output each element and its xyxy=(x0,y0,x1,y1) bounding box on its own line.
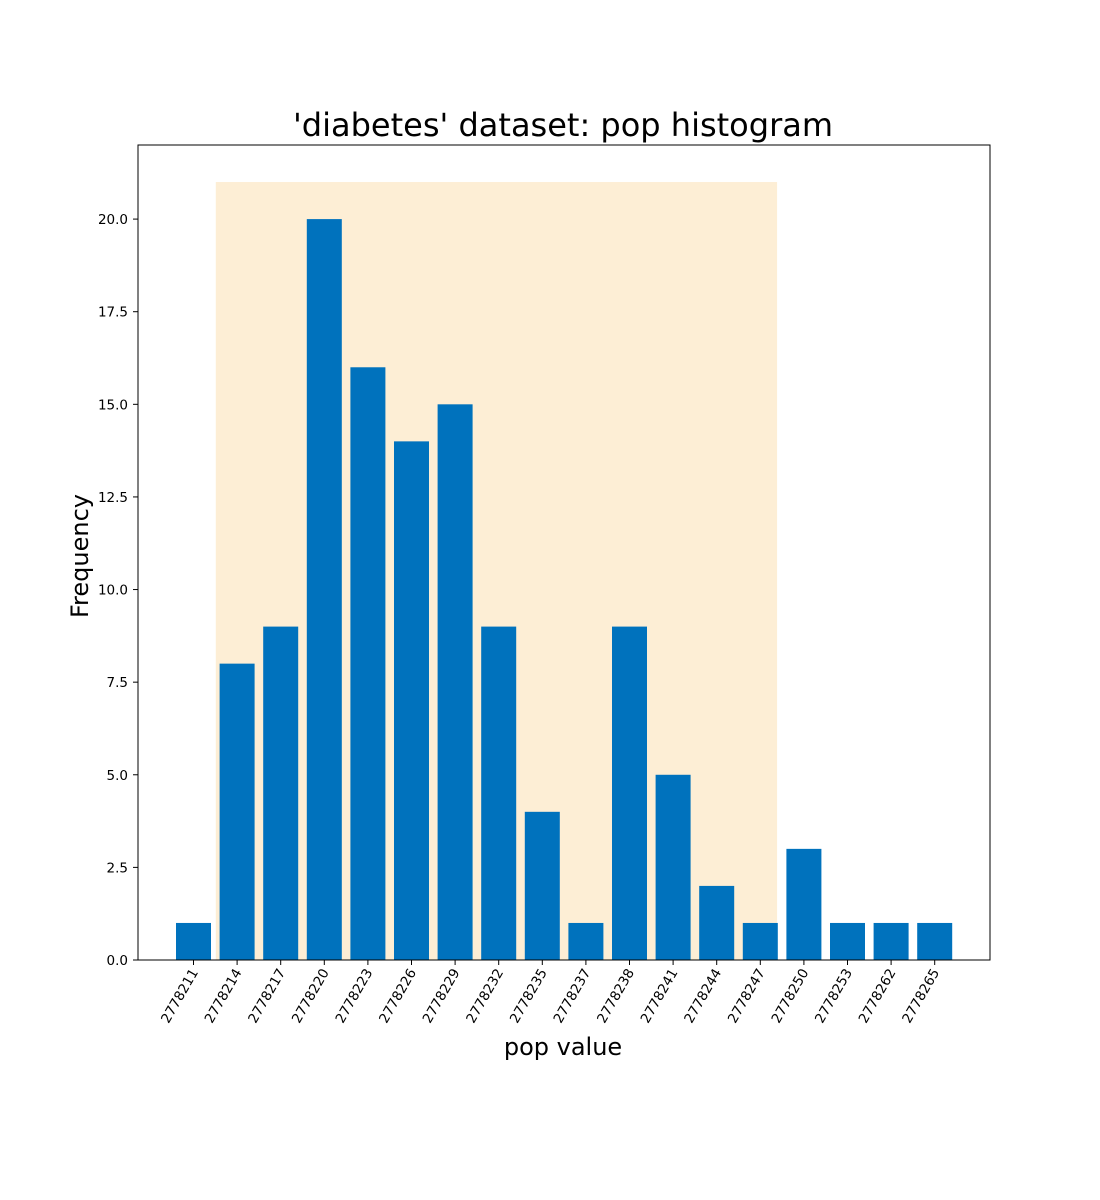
bars-group xyxy=(176,219,953,961)
x-tick-label: 2778247 xyxy=(725,966,769,1026)
x-tick-label: 2778241 xyxy=(638,966,682,1026)
bar-2778235 xyxy=(524,811,560,960)
bar-2778226 xyxy=(394,441,429,960)
x-tick-label: 2778223 xyxy=(332,966,376,1026)
y-tick-label: 2.5 xyxy=(107,860,128,876)
x-tick-label: 2778232 xyxy=(463,966,507,1026)
bar-2778217 xyxy=(263,626,299,960)
bar-2778232 xyxy=(481,626,517,960)
y-axis: 0.0 2.5 5.0 7.5 10.0 12.5 15.0 17.5 20.0 xyxy=(98,212,138,969)
bar-2778253 xyxy=(830,922,865,960)
x-tick-label: 2778238 xyxy=(594,966,638,1026)
bar-2778229 xyxy=(437,404,473,960)
x-tick-label: 2778217 xyxy=(245,966,289,1026)
chart-title: 'diabetes' dataset: pop histogram xyxy=(293,106,833,144)
bar-2778214 xyxy=(219,663,255,960)
bar-2778250 xyxy=(786,848,822,960)
y-tick-label: 0.0 xyxy=(107,953,128,969)
bar-2778211 xyxy=(176,922,211,960)
bar-2778238 xyxy=(612,626,647,960)
plot-area: 0.0 2.5 5.0 7.5 10.0 12.5 15.0 17.5 20.0 2778211… xyxy=(98,144,991,1026)
bar-2778241 xyxy=(655,774,691,960)
y-tick-label: 17.5 xyxy=(98,305,128,321)
x-tick-label: 2778244 xyxy=(681,966,725,1026)
x-tick-label: 2778214 xyxy=(202,966,246,1026)
y-tick-label: 10.0 xyxy=(98,583,128,599)
y-axis-label: Frequency xyxy=(66,494,94,618)
bar-2778244 xyxy=(699,885,735,960)
bar-2778262 xyxy=(873,922,909,960)
axes-frame xyxy=(137,144,991,961)
x-tick-label: 2778226 xyxy=(376,966,420,1026)
x-tick-label: 2778250 xyxy=(768,966,812,1026)
bar-2778223 xyxy=(350,367,386,961)
x-tick-label: 2778265 xyxy=(899,966,943,1026)
x-tick-label: 2778253 xyxy=(812,966,856,1026)
bar-2778247 xyxy=(742,922,778,960)
x-axis-label: pop value xyxy=(504,1033,622,1061)
y-tick-label: 12.5 xyxy=(98,490,128,506)
y-tick-label: 15.0 xyxy=(98,397,128,413)
x-axis: 2778211 2778214 2778217 2778220 2778223 27782… xyxy=(158,960,943,1026)
bar-2778220 xyxy=(306,219,342,960)
y-tick-label: 20.0 xyxy=(98,212,128,228)
bar-2778237 xyxy=(568,922,604,960)
x-tick-label: 2778220 xyxy=(289,966,333,1026)
x-tick-label: 2778237 xyxy=(550,966,594,1026)
x-tick-label: 2778235 xyxy=(507,966,551,1026)
y-tick-label: 7.5 xyxy=(107,675,128,691)
x-tick-label: 2778229 xyxy=(420,966,464,1026)
y-tick-label: 5.0 xyxy=(107,768,128,784)
bar-2778265 xyxy=(917,922,953,960)
x-tick-label: 2778211 xyxy=(158,966,202,1026)
x-tick-label: 2778262 xyxy=(856,966,900,1026)
